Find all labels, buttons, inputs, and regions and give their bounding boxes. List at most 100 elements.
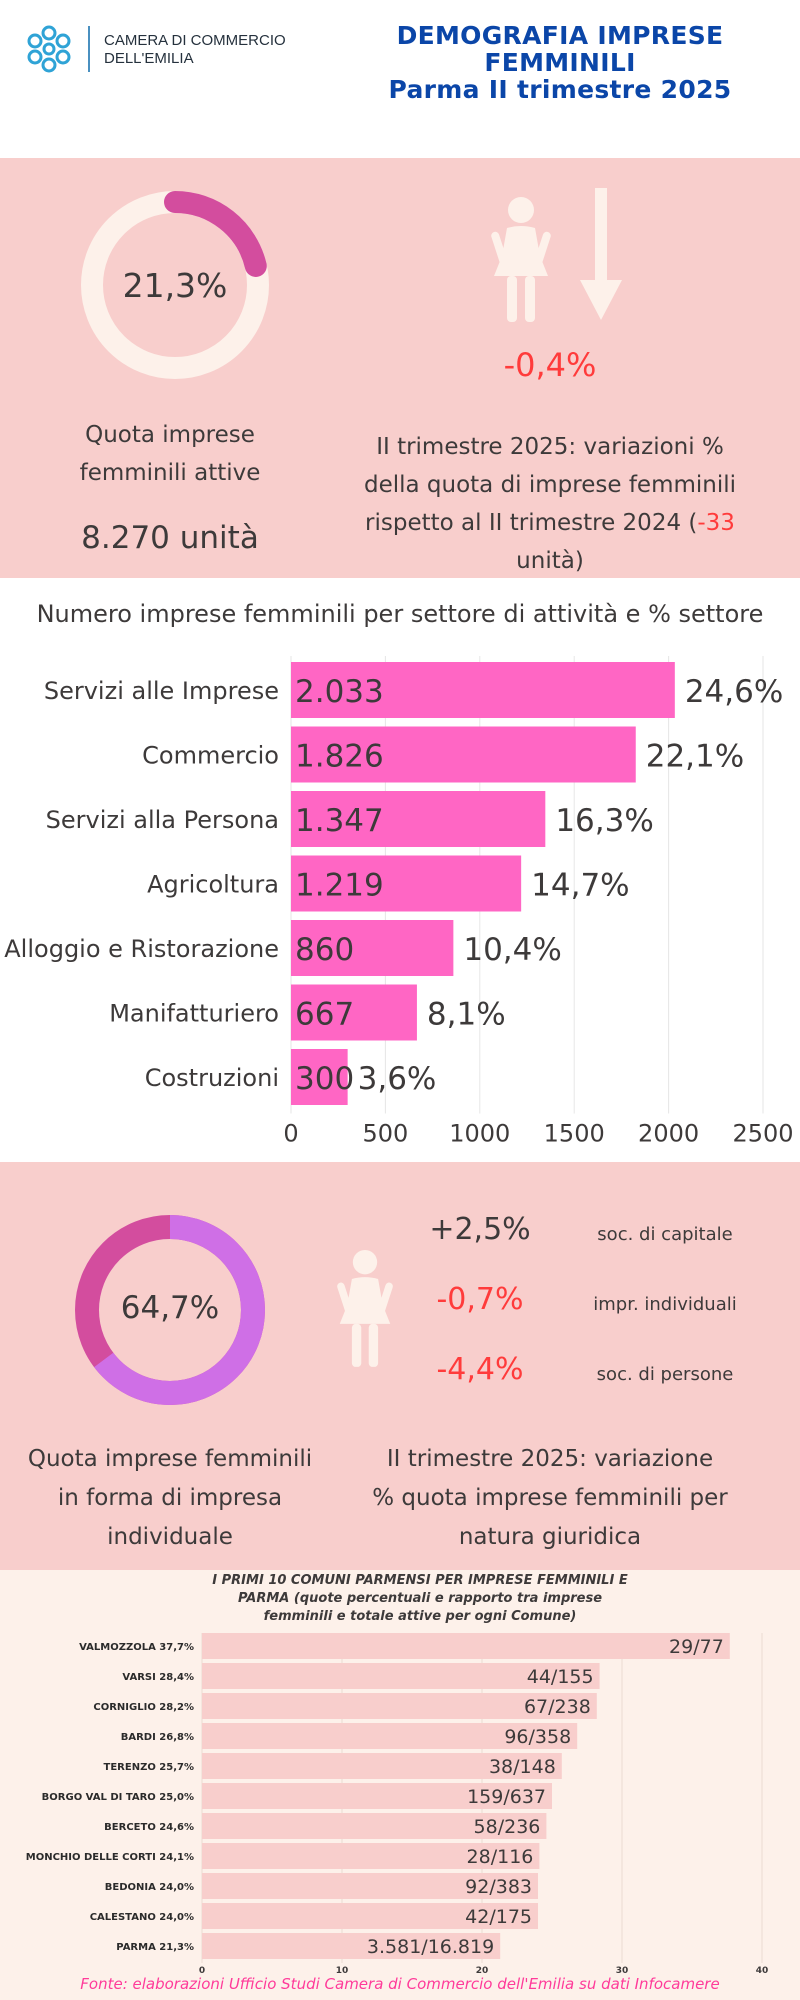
comuni-category-label: CALESTANO 24,0% (90, 1912, 194, 1923)
natura-label-line-1: Quota imprese femminili (27, 1446, 313, 1472)
sector-value-label: 1.219 (295, 868, 384, 904)
logo-mark-icon (27, 25, 71, 73)
comuni-ratio-label: 96/358 (504, 1726, 571, 1748)
quota-section: 21,3% Quota imprese femminili attive 8.2… (0, 158, 800, 578)
comuni-category-label: MONCHIO DELLE CORTI 24,1% (26, 1852, 194, 1863)
comuni-x-tick: 20 (476, 1966, 489, 1976)
comuni-bar (202, 1903, 538, 1929)
page-title: DEMOGRAFIA IMPRESE FEMMINILI Parma II tr… (370, 22, 750, 103)
arrow-down-icon (580, 188, 622, 320)
natura-text-line-2: % quota imprese femminili per (372, 1485, 728, 1511)
sector-category-label: Manifatturiero (109, 1000, 279, 1028)
sector-x-tick: 2500 (732, 1120, 793, 1148)
logo-text: CAMERA DI COMMERCIO DELL'EMILIA (104, 32, 286, 68)
natura-label-line-2: in forma di impresa (57, 1485, 283, 1511)
comuni-title-line-3: femminili e totale attive per ogni Comun… (263, 1609, 577, 1624)
comuni-ratio-label: 3.581/16.819 (367, 1936, 494, 1958)
sector-x-tick: 1500 (544, 1120, 605, 1148)
woman-icon (491, 197, 551, 322)
sector-value-label: 860 (295, 932, 354, 968)
comuni-ratio-label: 92/383 (465, 1876, 532, 1898)
quota-label-line-2: femminili attive (79, 460, 261, 486)
sector-percent-label: 14,7% (531, 868, 629, 904)
comuni-x-tick: 0 (199, 1966, 205, 1976)
sector-x-tick: 500 (362, 1120, 408, 1148)
variazione-text: II trimestre 2025: variazioni % della qu… (340, 428, 760, 580)
quota-label: Quota imprese femminili attive (40, 416, 300, 492)
natura-row-2-value: -0,7% (436, 1282, 524, 1317)
comuni-bar (202, 1933, 501, 1959)
natura-row-3-value: -4,4% (436, 1352, 524, 1387)
source-note: Fonte: elaborazioni Ufficio Studi Camera… (80, 1975, 720, 1993)
sector-bar (291, 984, 417, 1041)
sector-category-label: Servizi alle Imprese (44, 677, 279, 705)
logo-divider (88, 26, 90, 72)
variazione-text-line-2: della quota di imprese femminili (363, 472, 737, 498)
comuni-category-label: BEDONIA 24,0% (105, 1882, 194, 1893)
comuni-bar (202, 1693, 597, 1719)
sector-value-label: 1.347 (295, 803, 384, 839)
natura-donut-arc (75, 1215, 265, 1405)
title-line-1: DEMOGRAFIA IMPRESE (396, 21, 724, 50)
natura-row-1-value: +2,5% (429, 1212, 531, 1247)
comuni-ratio-label: 44/155 (527, 1666, 594, 1688)
comuni-category-label: CORNIGLIO 28,2% (93, 1702, 194, 1713)
sector-category-label: Alloggio e Ristorazione (4, 935, 279, 963)
natura-section: 64,7% +2,5% soc. di capitale -0,7% impr.… (0, 1162, 800, 1570)
comuni-bar (202, 1813, 547, 1839)
sector-percent-label: 3,6% (358, 1061, 437, 1097)
sector-chart-title: Numero imprese femminili per settore di … (36, 600, 764, 628)
sector-bar (291, 791, 546, 847)
comuni-ratio-label: 159/637 (467, 1786, 546, 1808)
comuni-category-label: BARDI 26,8% (121, 1732, 194, 1743)
quota-units: 8.270 unità (81, 520, 259, 556)
comuni-ratio-label: 42/175 (465, 1906, 532, 1928)
title-line-3: Parma II trimestre 2025 (388, 75, 732, 104)
variazione-value: -0,4% (503, 346, 597, 384)
sector-value-label: 1.826 (295, 739, 384, 775)
variazione-text-line-3a: rispetto al II trimestre 2024 ( (365, 510, 698, 536)
comuni-ratio-label: 38/148 (489, 1756, 556, 1778)
comuni-title-line-1: I PRIMI 10 COMUNI PARMENSI PER IMPRESE F… (212, 1573, 628, 1588)
quota-donut-arc (81, 191, 269, 379)
variazione-text-line-3: rispetto al II trimestre 2024 (-33 (340, 504, 760, 542)
sector-bar (291, 920, 454, 976)
sector-percent-label: 16,3% (555, 803, 653, 839)
variazione-units-delta: -33 (697, 510, 735, 536)
comuni-bar (202, 1633, 730, 1659)
sector-percent-label: 10,4% (463, 932, 561, 968)
natura-label-line-3: individuale (107, 1524, 233, 1550)
comuni-ratio-label: 29/77 (669, 1636, 724, 1658)
comuni-bar (202, 1753, 562, 1779)
title-line-2: FEMMINILI (484, 48, 636, 77)
comuni-chart: 0 10 20 30 40 VALMOZZOLA 37,7% 29/77 VARSI 28,4… (26, 1633, 768, 1976)
sector-x-tick: 0 (283, 1120, 298, 1148)
sector-value-label: 300 (295, 1061, 354, 1097)
natura-donut (75, 1215, 265, 1405)
sector-value-label: 2.033 (295, 674, 384, 710)
natura-donut-value: 64,7% (120, 1290, 220, 1326)
natura-text-line-3: natura giuridica (458, 1524, 642, 1550)
comuni-category-label: VARSI 28,4% (122, 1672, 194, 1683)
sector-x-tick: 2000 (638, 1120, 699, 1148)
sector-category-label: Servizi alla Persona (46, 806, 279, 834)
comuni-bar (202, 1663, 600, 1689)
comuni-x-tick: 30 (616, 1966, 629, 1976)
comuni-category-label: TERENZO 25,7% (104, 1762, 194, 1773)
woman-icon (337, 1250, 393, 1367)
comuni-chart-title: I PRIMI 10 COMUNI PARMENSI PER IMPRESE F… (150, 1572, 690, 1626)
sector-percent-label: 22,1% (646, 739, 744, 775)
sector-category-label: Agricoltura (147, 871, 279, 899)
natura-row-1-label: soc. di capitale (597, 1224, 733, 1245)
comuni-ratio-label: 58/236 (474, 1816, 541, 1838)
sector-percent-label: 8,1% (427, 997, 506, 1033)
comuni-bar (202, 1723, 578, 1749)
sector-category-label: Costruzioni (145, 1064, 279, 1092)
comuni-bar (202, 1843, 540, 1869)
variazione-text-line-4: unità) (516, 548, 584, 574)
comuni-bar (202, 1873, 538, 1899)
sector-value-label: 667 (295, 997, 354, 1033)
comuni-category-label: PARMA 21,3% (116, 1942, 194, 1953)
sector-chart: 0 500 1000 1500 2000 2500 Servizi alle Imprese… (4, 656, 794, 1148)
natura-row-2-label: impr. individuali (593, 1294, 737, 1315)
